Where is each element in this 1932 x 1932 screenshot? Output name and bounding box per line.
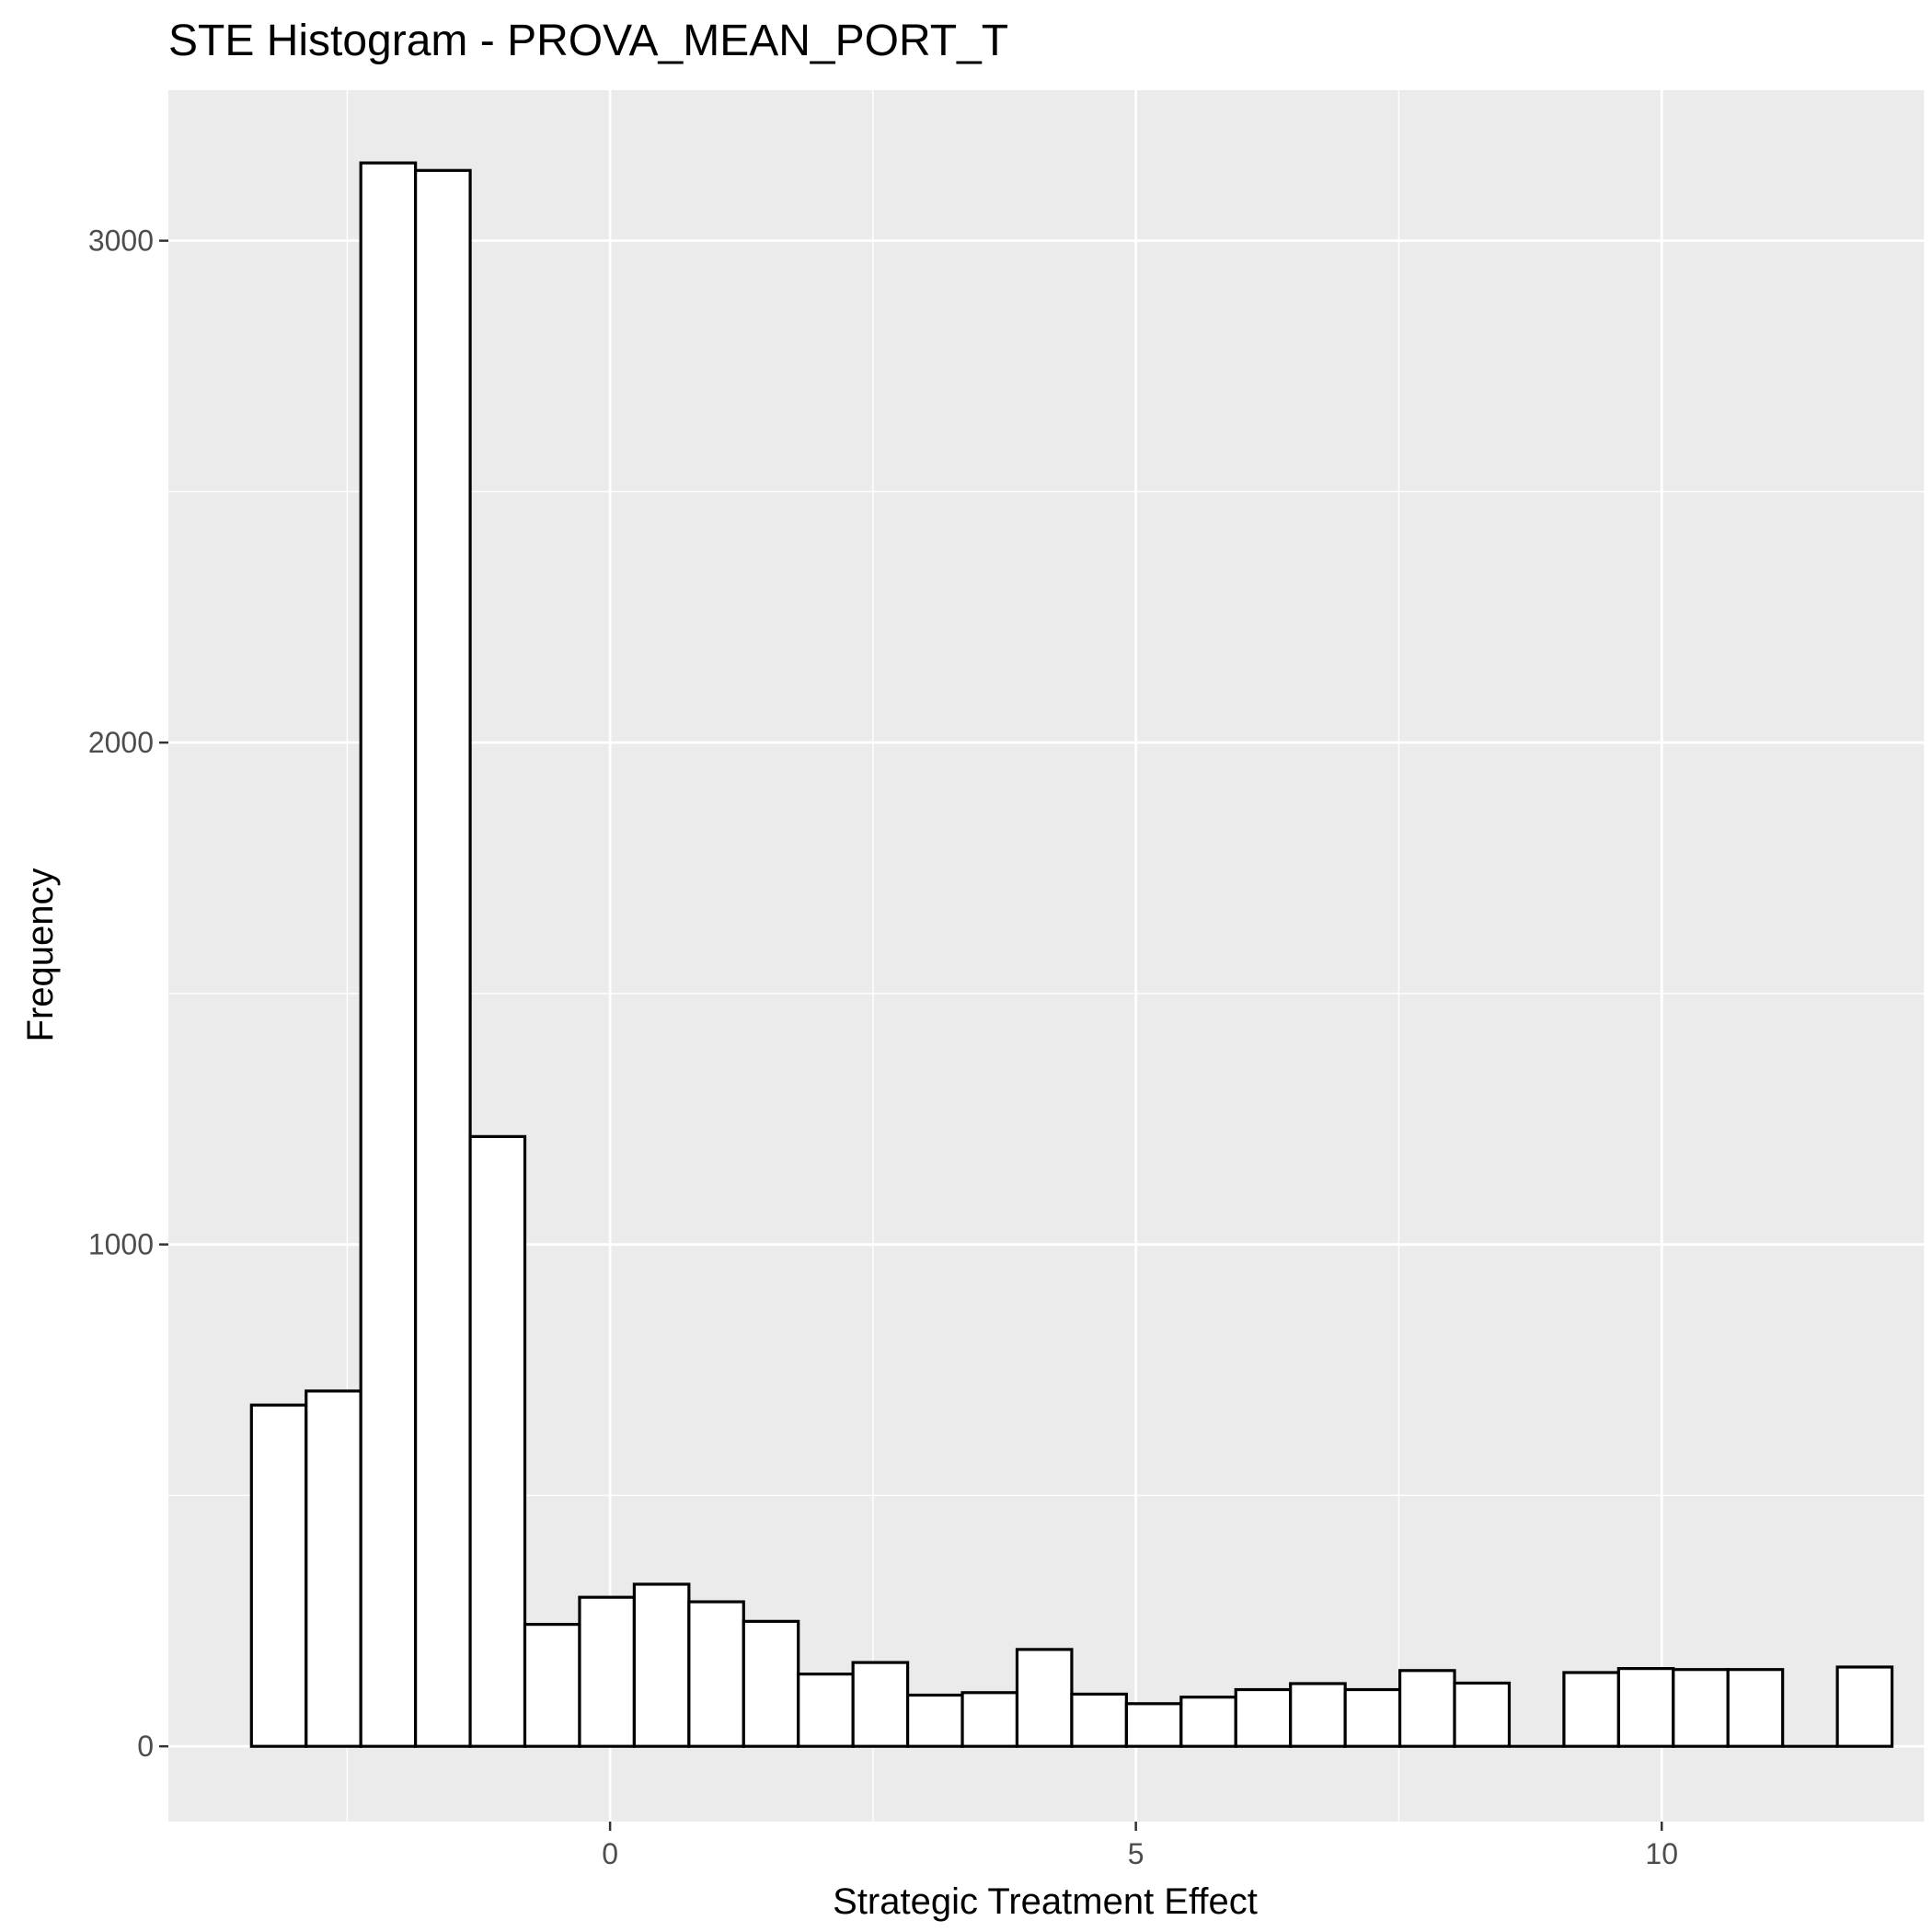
histogram-bar [851, 1661, 910, 1748]
y-axis: 0 1000 2000 3000 [88, 224, 168, 1763]
histogram-bar [742, 1619, 800, 1748]
y-tick-label: 0 [137, 1730, 154, 1763]
histogram-bar [797, 1673, 855, 1748]
x-tick-label: 0 [602, 1837, 618, 1870]
histogram-bar [1616, 1667, 1675, 1748]
histogram-bar [1124, 1702, 1183, 1748]
histogram-bar [1672, 1668, 1730, 1748]
x-axis: 0 5 10 [602, 1822, 1678, 1870]
histogram-bar [249, 1403, 308, 1748]
x-tick-label: 5 [1128, 1837, 1144, 1870]
x-axis-title: Strategic Treatment Effect [833, 1881, 1258, 1922]
histogram-bar [1015, 1648, 1074, 1748]
histogram-bar [687, 1600, 745, 1748]
histogram-bar [960, 1691, 1019, 1748]
histogram-bar [414, 168, 472, 1748]
histogram-bar [305, 1389, 362, 1748]
y-axis-title: Frequency [20, 868, 61, 1042]
histogram-bar [1453, 1681, 1512, 1748]
y-tick-label: 2000 [88, 726, 154, 759]
y-tick-label: 3000 [88, 224, 154, 258]
histogram-bar [1562, 1671, 1620, 1748]
x-tick-label: 10 [1645, 1837, 1678, 1870]
chart-title: STE Histogram - PROVA_MEAN_PORT_T [168, 17, 1008, 65]
histogram-bar [1289, 1682, 1347, 1748]
minor-gridlines [168, 90, 1926, 1822]
histogram-bar [1070, 1692, 1128, 1748]
histogram-bar [1726, 1668, 1785, 1748]
histogram-bar [523, 1623, 581, 1748]
histogram-bar [632, 1582, 691, 1748]
histogram-bar [1343, 1687, 1402, 1748]
histogram-bar [1397, 1669, 1456, 1748]
histogram-bar [468, 1134, 527, 1748]
histogram-bar [359, 161, 418, 1748]
histogram-bar [1179, 1696, 1237, 1748]
histogram-bar [1234, 1687, 1293, 1748]
histogram-bar [906, 1693, 964, 1748]
histogram-bars [249, 161, 1894, 1748]
histogram-bar [1835, 1665, 1894, 1748]
histogram-bar [578, 1595, 636, 1748]
y-tick-label: 1000 [88, 1228, 154, 1261]
